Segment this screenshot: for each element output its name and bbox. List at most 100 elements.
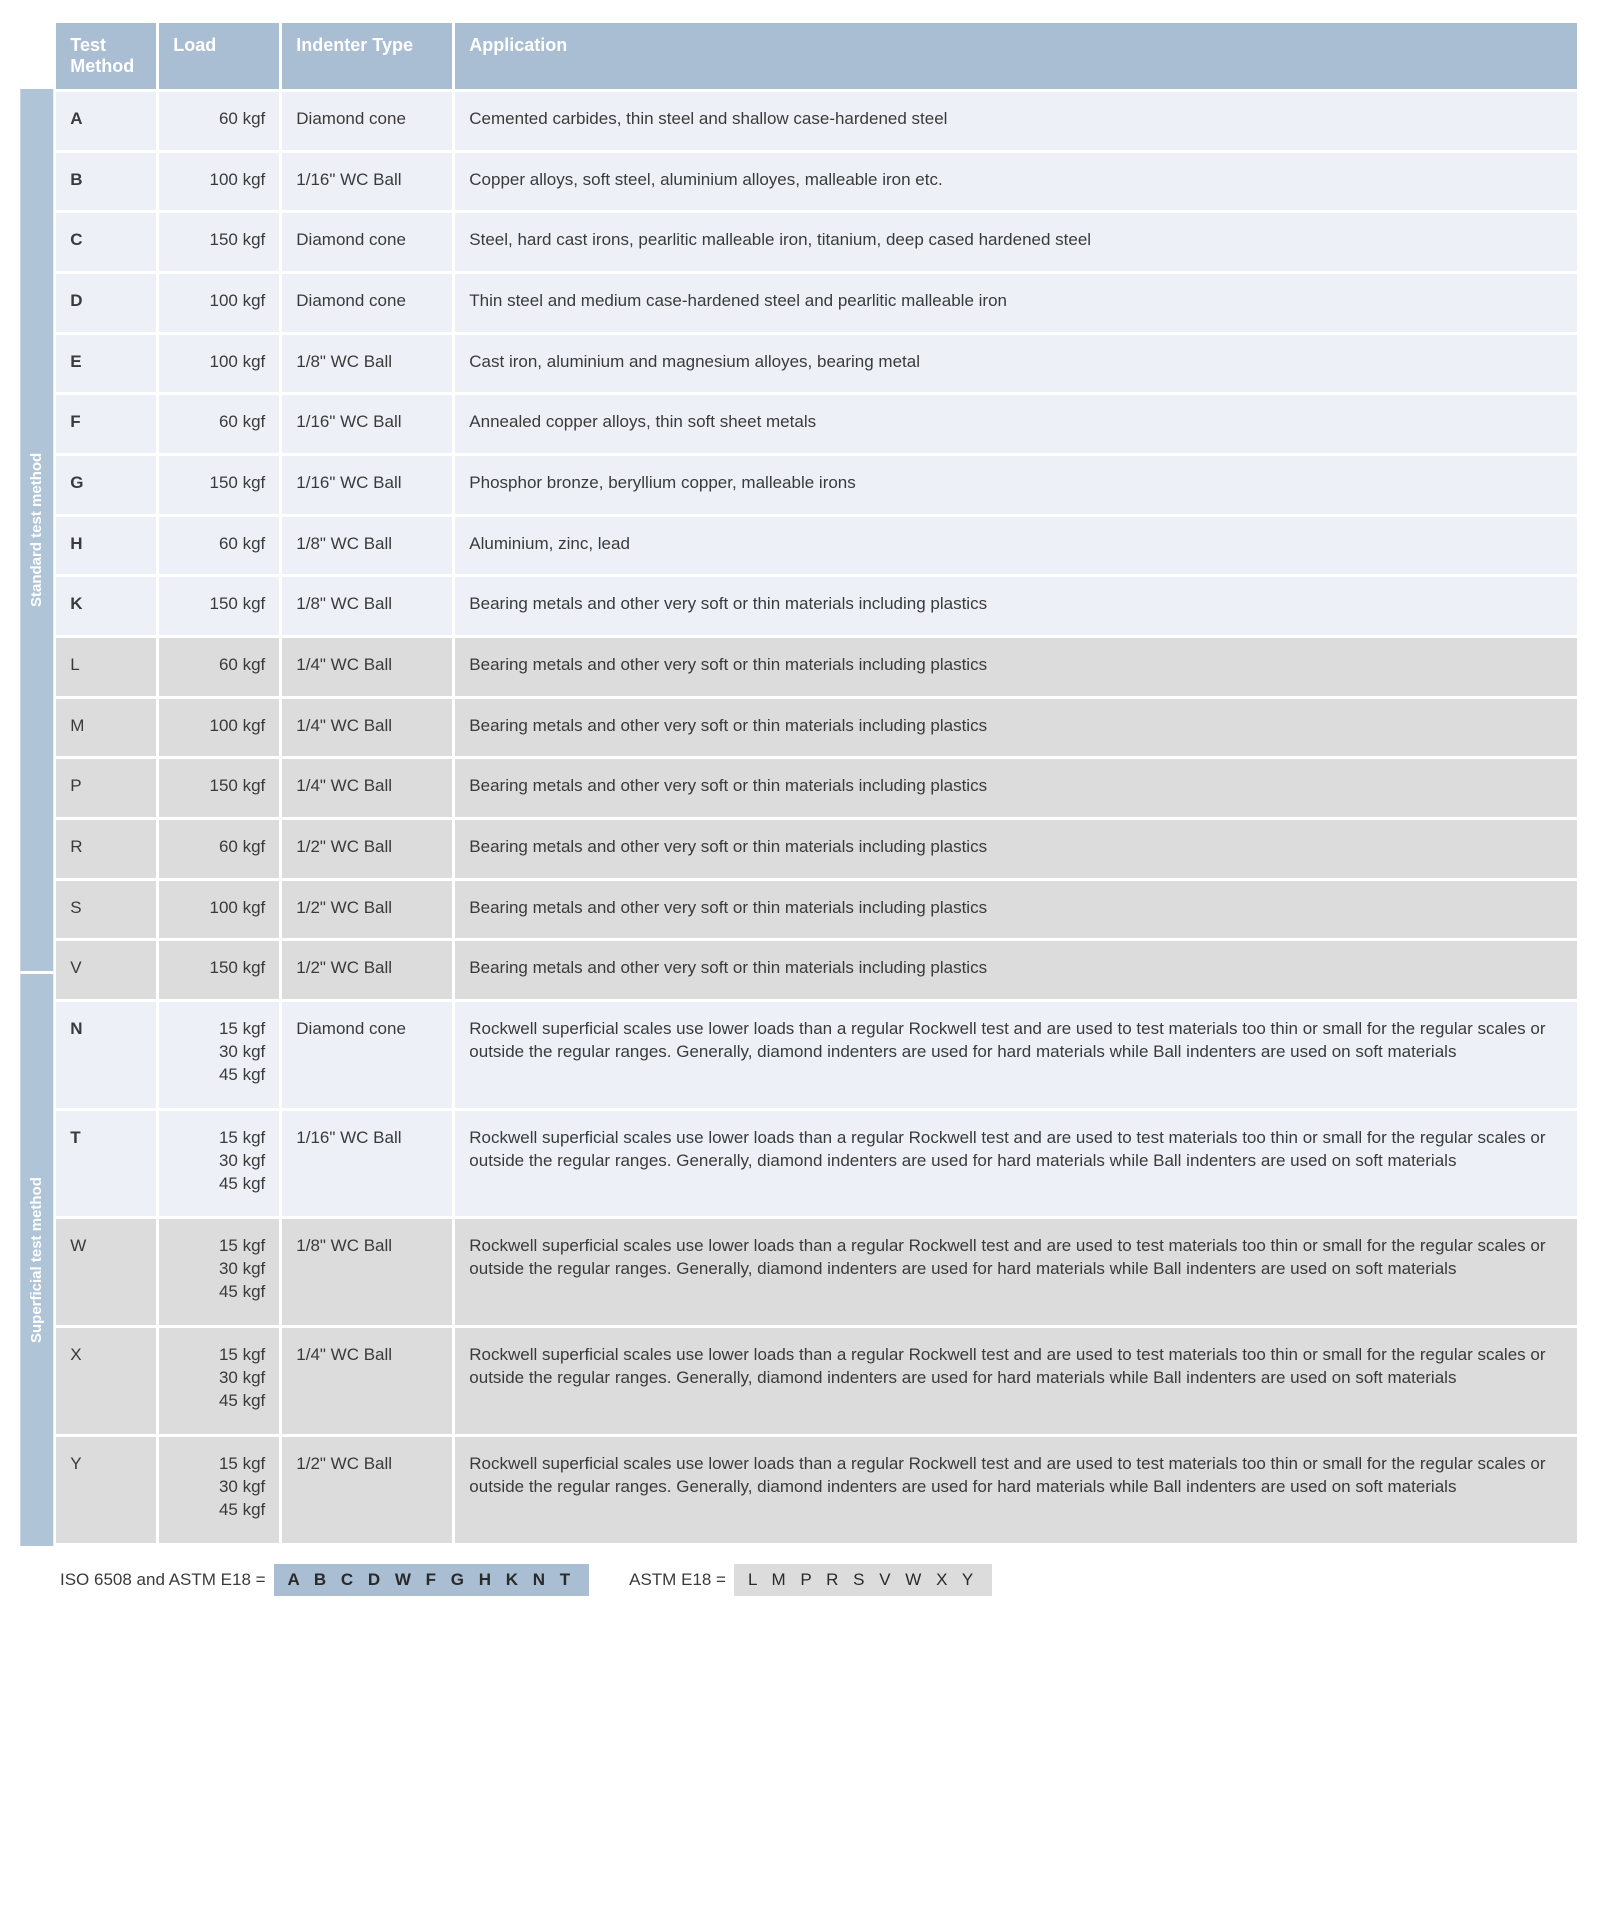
table-row: Y15 kgf30 kgf45 kgf1/2" WC BallRockwell … — [56, 1437, 1577, 1543]
cell-load: 150 kgf — [159, 577, 279, 635]
cell-load: 100 kgf — [159, 274, 279, 332]
cell-method: N — [56, 1002, 156, 1108]
cell-indenter: Diamond cone — [282, 274, 452, 332]
table-row: L60 kgf1/4" WC BallBearing metals and ot… — [56, 638, 1577, 696]
table-row: V150 kgf1/2" WC BallBearing metals and o… — [56, 941, 1577, 999]
cell-indenter: 1/8" WC Ball — [282, 517, 452, 575]
cell-load: 150 kgf — [159, 213, 279, 271]
cell-application: Copper alloys, soft steel, aluminium all… — [455, 153, 1577, 211]
cell-load: 150 kgf — [159, 941, 279, 999]
table-row: S100 kgf1/2" WC BallBearing metals and o… — [56, 881, 1577, 939]
table-row: G150 kgf1/16" WC BallPhosphor bronze, be… — [56, 456, 1577, 514]
cell-load: 100 kgf — [159, 881, 279, 939]
cell-indenter: 1/16" WC Ball — [282, 153, 452, 211]
cell-application: Bearing metals and other very soft or th… — [455, 699, 1577, 757]
cell-application: Aluminium, zinc, lead — [455, 517, 1577, 575]
cell-load: 100 kgf — [159, 699, 279, 757]
cell-indenter: 1/4" WC Ball — [282, 699, 452, 757]
cell-method: R — [56, 820, 156, 878]
cell-application: Rockwell superficial scales use lower lo… — [455, 1002, 1577, 1108]
col-header-load: Load — [159, 23, 279, 89]
table-row: E100 kgf1/8" WC BallCast iron, aluminium… — [56, 335, 1577, 393]
table-row: H60 kgf1/8" WC BallAluminium, zinc, lead — [56, 517, 1577, 575]
cell-application: Thin steel and medium case-hardened stee… — [455, 274, 1577, 332]
cell-indenter: Diamond cone — [282, 1002, 452, 1108]
header-row: Test Method Load Indenter Type Applicati… — [56, 23, 1577, 89]
cell-application: Steel, hard cast irons, pearlitic mallea… — [455, 213, 1577, 271]
cell-method: T — [56, 1111, 156, 1217]
cell-application: Bearing metals and other very soft or th… — [455, 881, 1577, 939]
cell-method: B — [56, 153, 156, 211]
group-label: Standard test method — [20, 86, 53, 971]
col-header-indenter: Indenter Type — [282, 23, 452, 89]
table-row: M100 kgf1/4" WC BallBearing metals and o… — [56, 699, 1577, 757]
cell-application: Rockwell superficial scales use lower lo… — [455, 1219, 1577, 1325]
cell-application: Bearing metals and other very soft or th… — [455, 638, 1577, 696]
table-row: W15 kgf30 kgf45 kgf1/8" WC BallRockwell … — [56, 1219, 1577, 1325]
cell-application: Phosphor bronze, beryllium copper, malle… — [455, 456, 1577, 514]
cell-application: Bearing metals and other very soft or th… — [455, 577, 1577, 635]
cell-application: Cast iron, aluminium and magnesium alloy… — [455, 335, 1577, 393]
col-header-application: Application — [455, 23, 1577, 89]
cell-load: 150 kgf — [159, 456, 279, 514]
cell-method: Y — [56, 1437, 156, 1543]
cell-indenter: 1/4" WC Ball — [282, 1328, 452, 1434]
table-row: X15 kgf30 kgf45 kgf1/4" WC BallRockwell … — [56, 1328, 1577, 1434]
cell-load: 15 kgf30 kgf45 kgf — [159, 1111, 279, 1217]
cell-method: A — [56, 92, 156, 150]
cell-application: Rockwell superficial scales use lower lo… — [455, 1111, 1577, 1217]
cell-indenter: 1/2" WC Ball — [282, 820, 452, 878]
cell-application: Bearing metals and other very soft or th… — [455, 941, 1577, 999]
cell-load: 100 kgf — [159, 153, 279, 211]
side-label-column: Standard test methodSuperficial test met… — [20, 20, 53, 1546]
cell-indenter: Diamond cone — [282, 92, 452, 150]
legend-left-chips: A B C D W F G H K N T — [274, 1564, 590, 1596]
legend-right-chips: L M P R S V W X Y — [734, 1564, 992, 1596]
cell-method: S — [56, 881, 156, 939]
data-table: Test Method Load Indenter Type Applicati… — [53, 20, 1580, 1546]
cell-load: 150 kgf — [159, 759, 279, 817]
cell-method: F — [56, 395, 156, 453]
col-header-method: Test Method — [56, 23, 156, 89]
cell-load: 60 kgf — [159, 638, 279, 696]
cell-application: Rockwell superficial scales use lower lo… — [455, 1328, 1577, 1434]
table-row: N15 kgf30 kgf45 kgfDiamond coneRockwell … — [56, 1002, 1577, 1108]
cell-indenter: 1/8" WC Ball — [282, 1219, 452, 1325]
cell-indenter: 1/4" WC Ball — [282, 638, 452, 696]
cell-method: D — [56, 274, 156, 332]
cell-method: L — [56, 638, 156, 696]
legend-iso-astm: ISO 6508 and ASTM E18 = A B C D W F G H … — [60, 1564, 589, 1596]
cell-application: Bearing metals and other very soft or th… — [455, 820, 1577, 878]
cell-load: 60 kgf — [159, 517, 279, 575]
cell-indenter: 1/2" WC Ball — [282, 941, 452, 999]
cell-indenter: Diamond cone — [282, 213, 452, 271]
cell-method: E — [56, 335, 156, 393]
legend-astm-only: ASTM E18 = L M P R S V W X Y — [629, 1564, 992, 1596]
cell-application: Bearing metals and other very soft or th… — [455, 759, 1577, 817]
table-row: D100 kgfDiamond coneThin steel and mediu… — [56, 274, 1577, 332]
cell-indenter: 1/4" WC Ball — [282, 759, 452, 817]
cell-method: W — [56, 1219, 156, 1325]
cell-method: H — [56, 517, 156, 575]
cell-indenter: 1/16" WC Ball — [282, 1111, 452, 1217]
cell-method: P — [56, 759, 156, 817]
table-row: T15 kgf30 kgf45 kgf1/16" WC BallRockwell… — [56, 1111, 1577, 1217]
rockwell-table: Standard test methodSuperficial test met… — [20, 20, 1580, 1546]
cell-indenter: 1/16" WC Ball — [282, 456, 452, 514]
cell-indenter: 1/2" WC Ball — [282, 1437, 452, 1543]
legend-right-label: ASTM E18 = — [629, 1570, 726, 1590]
cell-load: 60 kgf — [159, 820, 279, 878]
cell-load: 100 kgf — [159, 335, 279, 393]
table-row: K150 kgf1/8" WC BallBearing metals and o… — [56, 577, 1577, 635]
cell-application: Annealed copper alloys, thin soft sheet … — [455, 395, 1577, 453]
table-row: P150 kgf1/4" WC BallBearing metals and o… — [56, 759, 1577, 817]
table-row: F60 kgf1/16" WC BallAnnealed copper allo… — [56, 395, 1577, 453]
cell-method: G — [56, 456, 156, 514]
table-row: R60 kgf1/2" WC BallBearing metals and ot… — [56, 820, 1577, 878]
cell-indenter: 1/8" WC Ball — [282, 577, 452, 635]
cell-method: K — [56, 577, 156, 635]
cell-load: 60 kgf — [159, 395, 279, 453]
cell-method: V — [56, 941, 156, 999]
cell-method: M — [56, 699, 156, 757]
cell-load: 15 kgf30 kgf45 kgf — [159, 1219, 279, 1325]
